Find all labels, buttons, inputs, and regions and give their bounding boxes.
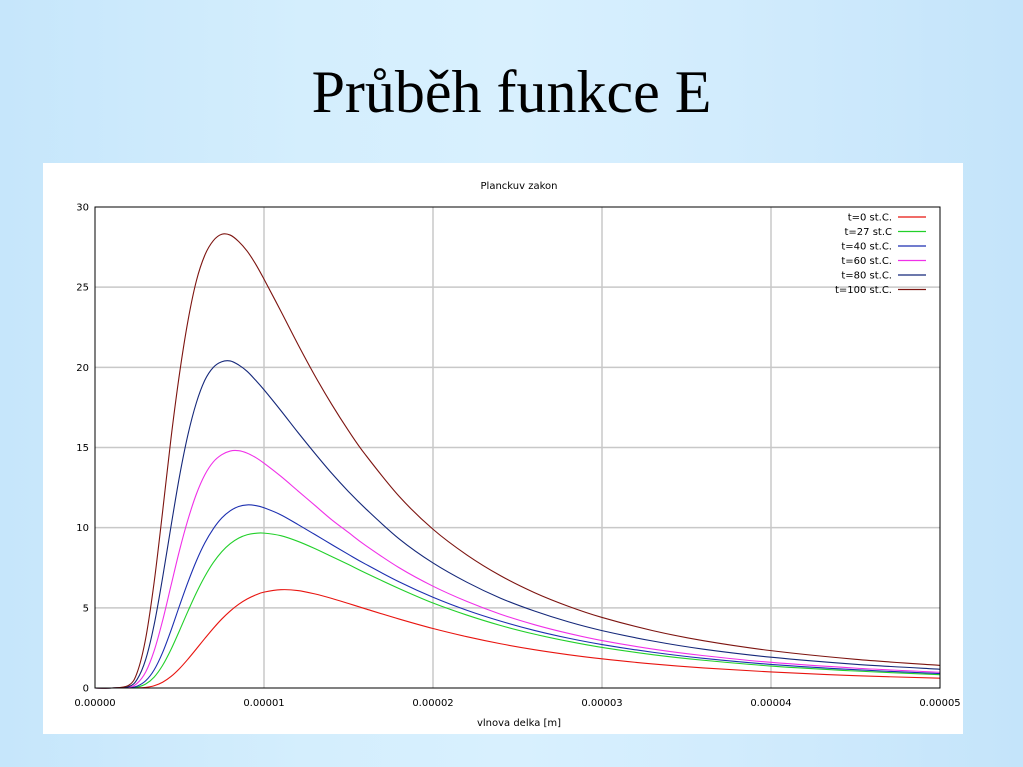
series-line-4 bbox=[94, 449, 941, 689]
planck-chart: Planckuv zakon 0 5 10 15 20 25 30 0.00000 0.0000… bbox=[74, 181, 960, 729]
series-line-3 bbox=[94, 504, 941, 689]
x-tick-label: 0.00001 bbox=[243, 698, 284, 709]
legend-label: t=40 st.C. bbox=[841, 242, 892, 253]
x-tick-label: 0.00003 bbox=[581, 698, 622, 709]
legend-label: t=100 st.C. bbox=[835, 285, 892, 296]
y-tick-label: 5 bbox=[83, 603, 89, 614]
legend-label: t=0 st.C. bbox=[848, 213, 892, 224]
series-line-6 bbox=[94, 233, 941, 689]
x-tick-label: 0.00004 bbox=[750, 698, 791, 709]
series-line-1 bbox=[95, 589, 941, 689]
y-tick-label: 20 bbox=[76, 363, 89, 374]
x-axis-label: vlnova delka [m] bbox=[477, 718, 561, 729]
y-tick-label: 15 bbox=[76, 443, 89, 454]
y-tick-label: 0 bbox=[83, 684, 89, 695]
legend-label: t=27 st.C bbox=[845, 227, 893, 238]
series-line-2 bbox=[94, 532, 941, 689]
legend-label: t=60 st.C. bbox=[841, 256, 892, 267]
series-line-5 bbox=[94, 360, 941, 689]
y-tick-label: 30 bbox=[76, 203, 89, 214]
y-tick-label: 25 bbox=[76, 283, 89, 294]
x-tick-label: 0.00002 bbox=[412, 698, 453, 709]
x-tick-label: 0.00005 bbox=[919, 698, 960, 709]
chart-panel: Planckuv zakon 0 5 10 15 20 25 30 0.00000 0.0000… bbox=[43, 163, 963, 734]
chart-title: Planckuv zakon bbox=[481, 181, 558, 192]
legend-label: t=80 st.C. bbox=[841, 271, 892, 282]
x-tick-label: 0.00000 bbox=[74, 698, 115, 709]
y-tick-label: 10 bbox=[76, 523, 89, 534]
slide-title: Průběh funkce E bbox=[311, 59, 712, 125]
plot-frame bbox=[94, 206, 941, 689]
legend: t=0 st.C. t=27 st.C t=40 st.C. t=60 st.C. t=… bbox=[835, 213, 926, 296]
